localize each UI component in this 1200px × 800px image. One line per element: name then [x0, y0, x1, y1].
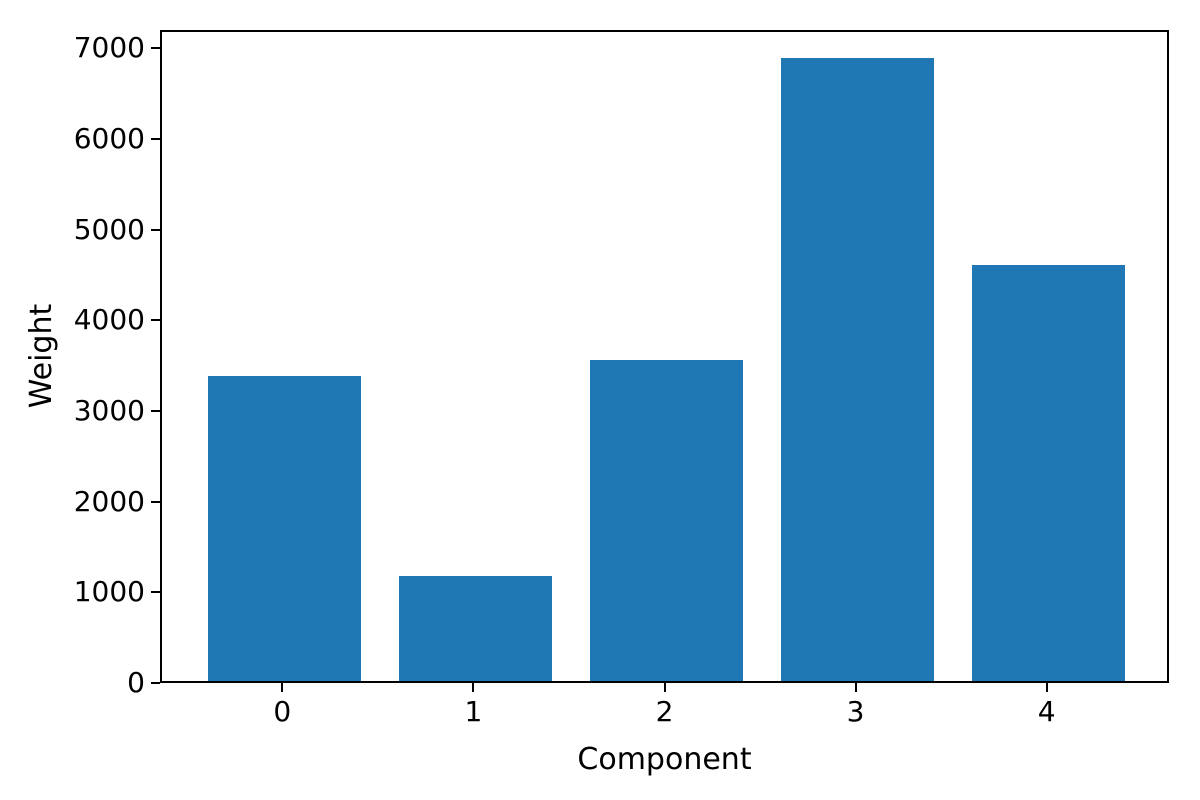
x-tick-label-2: 2 [655, 695, 674, 728]
x-tick-mark-3 [854, 683, 857, 692]
y-tick-mark-1000 [151, 591, 160, 594]
bar-component-1 [398, 576, 552, 681]
y-tick-label-1000: 1000 [73, 575, 145, 609]
y-tick-mark-2000 [151, 500, 160, 503]
x-tick-label-4: 4 [1037, 695, 1056, 728]
y-tick-mark-5000 [151, 228, 160, 231]
bar-component-2 [590, 359, 743, 681]
bar-component-4 [972, 265, 1126, 681]
y-tick-label-7000: 7000 [73, 31, 145, 65]
y-tick-label-0: 0 [127, 666, 145, 699]
x-tick-label-3: 3 [846, 695, 865, 728]
y-tick-label-6000: 6000 [73, 121, 145, 155]
y-tick-mark-0 [151, 682, 160, 684]
x-tick-mark-4 [1045, 683, 1048, 692]
bar-component-3 [781, 58, 935, 681]
y-tick-label-5000: 5000 [73, 212, 145, 246]
x-tick-mark-0 [281, 683, 284, 692]
y-tick-mark-4000 [151, 319, 160, 322]
x-tick-label-1: 1 [464, 695, 483, 728]
y-axis-label: Weight [24, 303, 59, 409]
y-tick-mark-7000 [151, 47, 160, 50]
y-tick-mark-3000 [151, 409, 160, 412]
y-tick-label-2000: 2000 [73, 484, 145, 518]
y-tick-mark-6000 [151, 137, 160, 140]
bar-component-0 [207, 376, 361, 681]
x-tick-mark-2 [663, 683, 666, 692]
x-tick-mark-1 [472, 683, 475, 692]
x-axis-label: Component [577, 742, 752, 777]
plot-area [160, 30, 1169, 683]
y-tick-label-4000: 4000 [73, 303, 145, 337]
y-tick-label-3000: 3000 [73, 393, 145, 427]
x-tick-label-0: 0 [273, 695, 292, 728]
